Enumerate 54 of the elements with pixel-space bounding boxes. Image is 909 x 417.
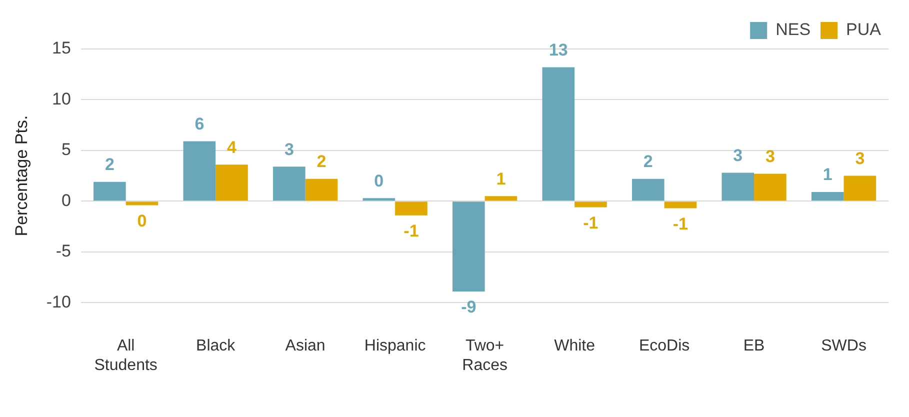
x-tick-label: Asian [285,338,326,355]
bar [362,198,396,201]
data-label: 0 [374,171,384,190]
data-label: 2 [104,155,114,174]
x-tick-label: SWDs [821,338,866,355]
bar [811,192,844,201]
bar [94,182,126,201]
y-tick-label: -10 [46,292,71,312]
bar [126,202,158,206]
data-label: 3 [765,146,775,166]
data-label: 13 [548,40,568,60]
bar [216,164,248,201]
bar [183,141,216,201]
bar [632,178,664,201]
data-label: 0 [137,211,147,230]
data-label: 1 [496,169,506,188]
bar [395,202,428,216]
legend-label: PUA [846,20,882,40]
bar [664,202,697,208]
bar [305,178,338,201]
y-tick-label: 10 [52,89,71,108]
bar [484,196,518,201]
y-tick-label: -5 [56,242,71,261]
x-tick-label: All Students [94,338,158,374]
bar [542,67,575,201]
bar [844,176,876,201]
data-label: 3 [733,146,743,165]
data-label: -1 [583,213,598,232]
bar [574,202,607,208]
x-tick-label: EcoDis [638,338,690,355]
data-label: 4 [227,138,238,157]
y-tick-label: 5 [62,140,71,160]
bar [452,202,485,292]
data-label: 1 [822,165,832,184]
legend-label: NES [776,20,811,40]
x-tick-label: Hispanic [364,338,426,355]
bar [722,172,754,201]
data-label: -1 [404,222,419,241]
x-tick-label: Black [196,338,236,355]
data-label: 2 [643,152,653,172]
data-label: -1 [672,214,688,234]
data-label: 3 [284,140,294,159]
data-label: -9 [461,298,476,317]
y-tick-label: 0 [62,190,71,210]
bar [273,166,306,201]
x-tick-label: White [554,338,596,355]
data-label: 6 [194,114,204,134]
y-axis-title: Percentage Pts. [12,115,31,236]
y-tick-label: 15 [52,38,71,58]
x-tick-label: EB [743,338,765,355]
data-label: 3 [855,148,865,168]
x-tick-label: Two+ Races [462,338,508,374]
data-label: 2 [316,152,326,172]
bar [754,174,786,201]
